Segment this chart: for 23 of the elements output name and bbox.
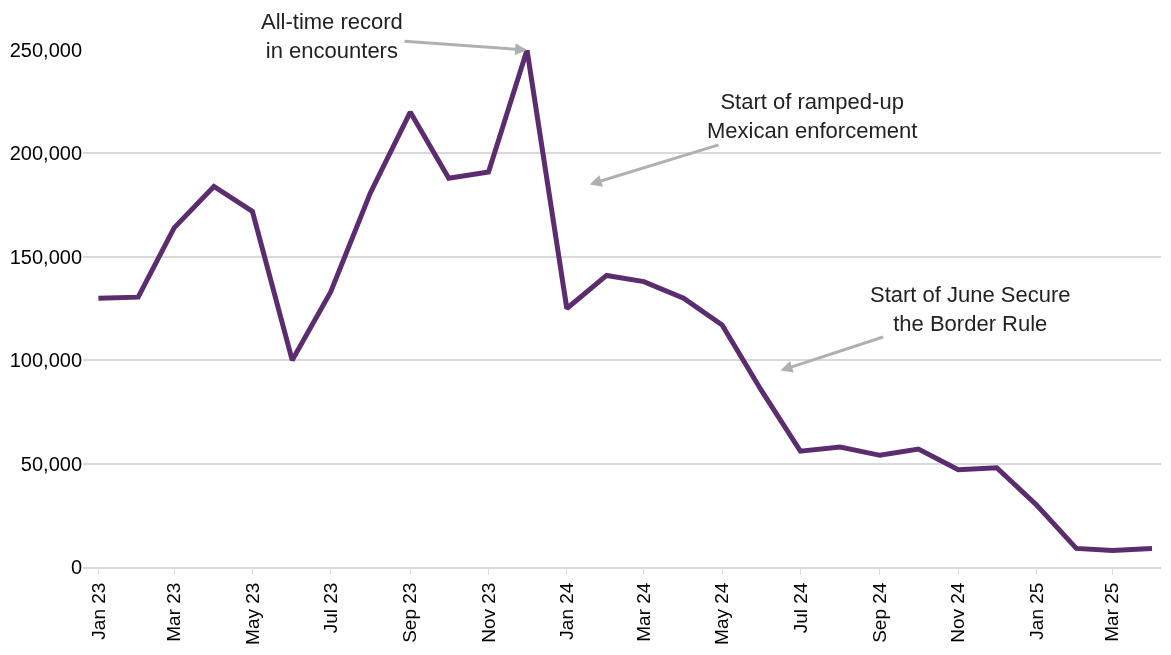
x-tick-label: Jan 23 — [87, 582, 109, 640]
x-tick-label: May 24 — [711, 582, 733, 645]
annotation: Start of June Secure the Border Rule — [870, 282, 1071, 336]
x-tick-label: Mar 24 — [632, 582, 654, 642]
annotation: Start of ramped-up Mexican enforcement — [707, 89, 918, 143]
x-tick-label: Nov 23 — [477, 582, 499, 643]
x-tick-label: Mar 23 — [163, 582, 185, 642]
y-tick-label: 250,000 — [9, 39, 82, 61]
x-tick-label: Jul 24 — [789, 582, 811, 634]
x-tick-label: May 23 — [241, 582, 263, 645]
annotation: All-time record in encounters — [261, 9, 403, 63]
x-tick-label: Sep 23 — [399, 582, 421, 643]
x-tick-label: Mar 25 — [1101, 582, 1123, 642]
x-tick-label: Jan 24 — [555, 582, 577, 640]
y-tick-label: 50,000 — [20, 452, 82, 475]
x-tick-label: Jan 25 — [1025, 582, 1047, 640]
y-tick-label: 150,000 — [9, 245, 82, 268]
y-tick-label: 200,000 — [9, 142, 82, 165]
y-tick-label: 100,000 — [9, 349, 82, 372]
y-tick-label: 0 — [70, 556, 82, 578]
x-tick-label: Jul 23 — [319, 582, 341, 634]
x-tick-label: Sep 24 — [869, 582, 891, 643]
x-tick-label: Nov 24 — [947, 582, 969, 643]
